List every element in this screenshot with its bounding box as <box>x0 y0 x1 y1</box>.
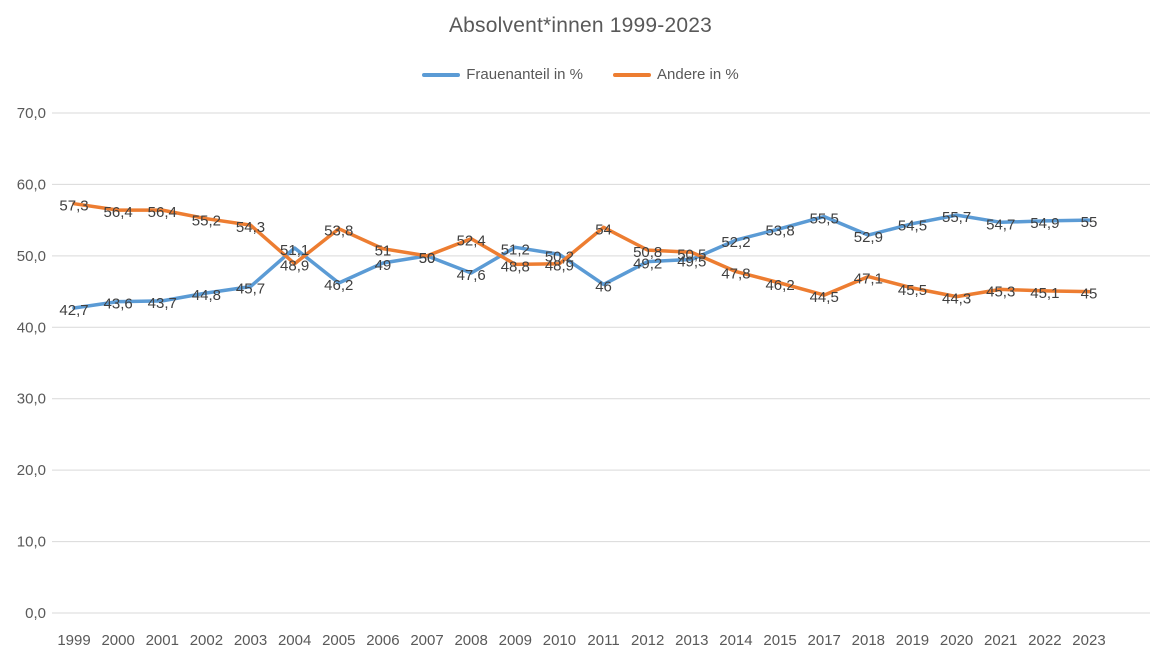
x-axis-tick-label: 2007 <box>410 632 443 649</box>
data-label-andere: 50 <box>419 250 436 267</box>
data-label-frauenanteil: 49,2 <box>633 256 662 273</box>
x-axis-tick-label: 2017 <box>808 632 841 649</box>
data-label-frauenanteil: 44,8 <box>192 287 221 304</box>
data-label-andere: 48,9 <box>545 258 574 275</box>
data-label-frauenanteil: 54,7 <box>986 216 1015 233</box>
data-label-andere: 50,8 <box>633 244 662 261</box>
data-label-frauenanteil: 52,9 <box>854 229 883 246</box>
data-label-andere: 56,4 <box>104 204 133 221</box>
data-label-andere: 47,8 <box>721 266 750 283</box>
data-label-frauenanteil: 49,5 <box>677 253 706 270</box>
legend-item-andere: Andere in % <box>613 66 739 83</box>
x-axis-tick-label: 2009 <box>499 632 532 649</box>
data-label-andere: 50,5 <box>677 246 706 263</box>
x-axis-tick-label: 2000 <box>101 632 134 649</box>
legend: Frauenanteil in % Andere in % <box>0 66 1161 83</box>
data-label-andere: 45,1 <box>1030 285 1059 302</box>
y-axis-tick-label: 30,0 <box>17 391 46 408</box>
x-axis-tick-label: 2005 <box>322 632 355 649</box>
data-label-andere: 45 <box>1081 286 1098 303</box>
data-label-frauenanteil: 51,1 <box>280 242 309 259</box>
data-label-frauenanteil: 55,5 <box>810 211 839 228</box>
data-label-frauenanteil: 49 <box>375 257 392 274</box>
data-label-frauenanteil: 53,8 <box>765 223 794 240</box>
x-axis-tick-label: 2013 <box>675 632 708 649</box>
data-label-frauenanteil: 43,6 <box>104 296 133 313</box>
y-axis-tick-label: 10,0 <box>17 534 46 551</box>
x-axis-tick-label: 2003 <box>234 632 267 649</box>
x-axis-tick-label: 2015 <box>763 632 796 649</box>
x-axis-tick-label: 2021 <box>984 632 1017 649</box>
x-axis-tick-label: 2012 <box>631 632 664 649</box>
x-axis-tick-label: 2022 <box>1028 632 1061 649</box>
y-axis-tick-label: 0,0 <box>25 605 46 622</box>
data-label-frauenanteil: 51,2 <box>501 241 530 258</box>
x-axis-tick-label: 2001 <box>146 632 179 649</box>
data-label-frauenanteil: 46,2 <box>324 277 353 294</box>
series-line-frauenanteil <box>72 213 1091 310</box>
legend-line-swatch-andere <box>613 72 651 77</box>
data-label-andere: 44,3 <box>942 291 971 308</box>
data-label-frauenanteil: 52,2 <box>721 234 750 251</box>
data-label-andere: 45,3 <box>986 283 1015 300</box>
legend-item-frauenanteil: Frauenanteil in % <box>422 66 583 83</box>
chart-title: Absolvent*innen 1999-2023 <box>448 14 713 37</box>
legend-label-andere: Andere in % <box>657 66 739 83</box>
data-label-andere: 46,2 <box>765 277 794 294</box>
data-label-frauenanteil: 43,7 <box>148 295 177 312</box>
data-label-frauenanteil: 55 <box>1081 214 1098 231</box>
data-label-frauenanteil: 54,5 <box>898 218 927 235</box>
x-axis-tick-label: 2018 <box>852 632 885 649</box>
x-axis-tick-label: 1999 <box>57 632 90 649</box>
data-label-andere: 52,4 <box>457 233 486 250</box>
data-label-andere: 44,5 <box>810 289 839 306</box>
legend-line-swatch-frauenanteil <box>422 72 461 77</box>
series-line-andere <box>72 201 1091 299</box>
data-label-andere: 51 <box>375 243 392 260</box>
x-axis-tick-label: 2002 <box>190 632 223 649</box>
data-label-frauenanteil: 55,7 <box>942 209 971 226</box>
data-label-frauenanteil: 47,6 <box>457 267 486 284</box>
data-label-andere: 57,3 <box>59 198 88 215</box>
y-axis-tick-label: 60,0 <box>17 176 46 193</box>
x-axis-tick-label: 2014 <box>719 632 752 649</box>
x-axis-tick-label: 2020 <box>940 632 973 649</box>
x-axis-tick-label: 2004 <box>278 632 311 649</box>
data-label-andere: 48,8 <box>501 258 530 275</box>
data-label-frauenanteil: 54,9 <box>1030 215 1059 232</box>
data-label-andere: 45,5 <box>898 282 927 299</box>
data-label-andere: 55,2 <box>192 213 221 230</box>
x-axis-tick-label: 2008 <box>454 632 487 649</box>
data-label-frauenanteil: 50 <box>419 250 436 267</box>
data-label-andere: 56,4 <box>148 204 177 221</box>
legend-label-frauenanteil: Frauenanteil in % <box>466 66 583 83</box>
data-label-andere: 48,9 <box>280 258 309 275</box>
data-label-andere: 47,1 <box>854 271 883 288</box>
data-label-andere: 54,3 <box>236 219 265 236</box>
data-label-andere: 54 <box>595 221 612 238</box>
data-label-frauenanteil: 42,7 <box>59 302 88 319</box>
y-axis-tick-label: 50,0 <box>17 248 46 265</box>
y-axis-tick-label: 40,0 <box>17 319 46 336</box>
data-label-frauenanteil: 50,2 <box>545 248 574 265</box>
data-label-frauenanteil: 46 <box>595 278 612 295</box>
x-axis-tick-label: 2010 <box>543 632 576 649</box>
x-axis-tick-label: 2023 <box>1072 632 1105 649</box>
data-label-andere: 53,8 <box>324 223 353 240</box>
x-axis-tick-label: 2006 <box>366 632 399 649</box>
y-axis-tick-label: 70,0 <box>17 105 46 122</box>
x-axis-tick-label: 2011 <box>587 632 619 649</box>
x-axis-tick-label: 2019 <box>896 632 929 649</box>
y-axis-tick-label: 20,0 <box>17 462 46 479</box>
data-label-frauenanteil: 45,7 <box>236 281 265 298</box>
